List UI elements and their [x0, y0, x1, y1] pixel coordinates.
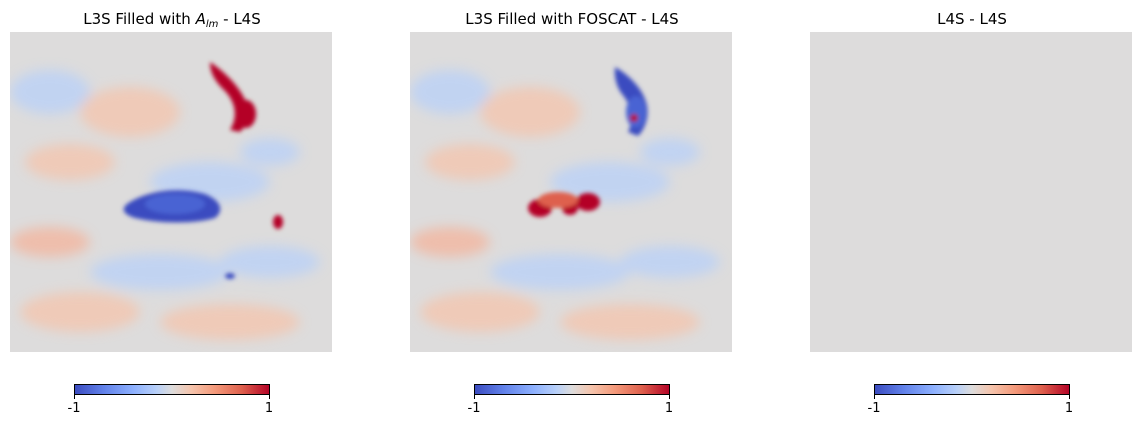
panel-title: L3S Filled with FOSCAT - L4S: [465, 10, 679, 28]
colorbar-max-label: 1: [264, 401, 274, 416]
residual-map-foscat: [410, 32, 732, 352]
map-image: [10, 32, 332, 352]
colorbar: [874, 384, 1070, 395]
alm-symbol: Alm: [195, 10, 219, 30]
colorbar-max-label: 1: [1064, 401, 1074, 416]
colorbar: [74, 384, 270, 395]
colorbar: [474, 384, 670, 395]
panel-alm-residual: L3S Filled with Alm - L4S: [10, 0, 334, 426]
map-image: [410, 32, 732, 352]
colorbar-tick-min: [474, 395, 475, 399]
colorbar-tick-max: [269, 395, 270, 399]
panel-l4s-residual: L4S - L4S -1 1: [810, 0, 1134, 426]
residual-map-l4s: [810, 32, 1132, 352]
colorbar-min-label: -1: [867, 401, 881, 416]
colorbar-tick-max: [669, 395, 670, 399]
colorbar-min-label: -1: [67, 401, 81, 416]
colorbar-tick-max: [1069, 395, 1070, 399]
colorbar-tick-min: [874, 395, 875, 399]
colorbar-tick-min: [74, 395, 75, 399]
colorbar-max-label: 1: [664, 401, 674, 416]
residual-map-alm: [10, 32, 332, 352]
panel-title: L4S - L4S: [937, 10, 1007, 28]
panel-title: L3S Filled with Alm - L4S: [83, 10, 261, 30]
colorbar-min-label: -1: [467, 401, 481, 416]
panel-foscat-residual: L3S Filled with FOSCAT - L4S: [410, 0, 734, 426]
